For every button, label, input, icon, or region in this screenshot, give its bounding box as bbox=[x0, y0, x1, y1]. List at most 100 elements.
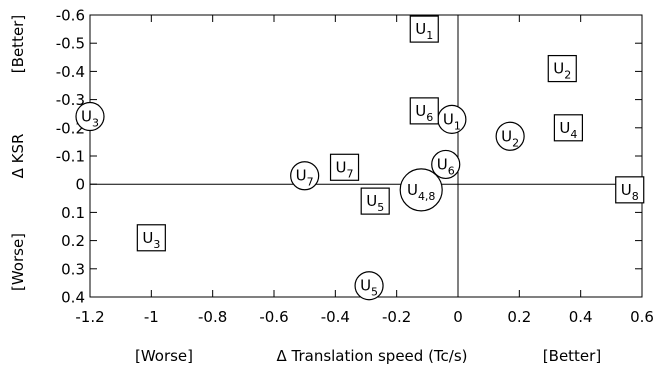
square-shape bbox=[360, 187, 390, 215]
point-label-main: U bbox=[437, 155, 448, 173]
y-tick-label: -0.1 bbox=[56, 148, 85, 166]
point-label-main: U bbox=[415, 102, 426, 120]
y-tick-label: 0.3 bbox=[61, 260, 85, 278]
x-tick-label: -1.2 bbox=[75, 308, 104, 326]
point-label: U6 bbox=[437, 155, 455, 177]
y-tick-label: -0.6 bbox=[56, 7, 85, 25]
point-label-subscript: 4,8 bbox=[418, 190, 436, 203]
square-shape bbox=[553, 114, 584, 142]
point-label: U2 bbox=[553, 60, 571, 82]
square-marker: U8 bbox=[615, 176, 645, 204]
x-axis-label: Δ Translation speed (Tc/s) bbox=[276, 347, 467, 365]
point-label-subscript: 2 bbox=[512, 136, 519, 149]
square-shape bbox=[136, 224, 166, 252]
point-label-main: U bbox=[621, 181, 632, 199]
point-label-subscript: 8 bbox=[632, 190, 639, 203]
x-tick-label: 0 bbox=[453, 308, 463, 326]
x-annotation-left: [Worse] bbox=[135, 347, 193, 365]
x-tick-label: -0.4 bbox=[321, 308, 350, 326]
point-label-main: U bbox=[296, 167, 307, 185]
square-shape bbox=[409, 97, 439, 125]
circle-marker: U1 bbox=[437, 104, 467, 134]
point-label-subscript: 1 bbox=[454, 119, 461, 132]
point-label: U7 bbox=[296, 167, 314, 189]
point-label: U7 bbox=[336, 158, 354, 180]
point-label: U2 bbox=[501, 127, 519, 149]
zero-reference-lines bbox=[90, 15, 642, 297]
x-tick-label: -0.8 bbox=[198, 308, 227, 326]
circle-shape bbox=[75, 101, 105, 132]
x-tick-label: -0.2 bbox=[382, 308, 411, 326]
y-axis-label: Δ KSR bbox=[9, 134, 27, 179]
point-label-subscript: 7 bbox=[347, 167, 354, 180]
y-tick-label: -0.5 bbox=[56, 35, 85, 53]
point-label-main: U bbox=[407, 181, 418, 199]
circle-shape bbox=[495, 121, 525, 151]
point-label-main: U bbox=[415, 20, 426, 38]
point-label-main: U bbox=[142, 229, 153, 247]
square-marker: U7 bbox=[329, 153, 360, 181]
y-tick-label: 0.4 bbox=[61, 289, 85, 307]
point-label-subscript: 7 bbox=[307, 176, 314, 189]
x-tick-label: -1 bbox=[144, 308, 159, 326]
point-label: U4,8 bbox=[407, 181, 435, 203]
point-label-subscript: 6 bbox=[426, 111, 433, 124]
square-marker: U4 bbox=[553, 114, 584, 142]
point-label-subscript: 6 bbox=[448, 164, 455, 177]
y-tick-label: -0.4 bbox=[56, 63, 85, 81]
square-marker: U1 bbox=[409, 15, 439, 43]
point-label-subscript: 5 bbox=[371, 286, 378, 299]
x-annotation-right: [Better] bbox=[543, 347, 601, 365]
point-label-main: U bbox=[559, 119, 570, 137]
point-label-subscript: 1 bbox=[426, 29, 433, 42]
circle-marker: U4,8 bbox=[399, 168, 443, 212]
point-label-main: U bbox=[360, 277, 371, 295]
point-label: U4 bbox=[559, 119, 577, 141]
point-label: U5 bbox=[366, 192, 384, 214]
circle-marker: U3 bbox=[75, 101, 105, 132]
point-label: U1 bbox=[415, 20, 433, 42]
point-label-main: U bbox=[81, 108, 92, 126]
y-tick-label: 0.1 bbox=[61, 204, 85, 222]
point-label-subscript: 2 bbox=[564, 69, 571, 82]
point-label: U3 bbox=[81, 108, 99, 130]
circle-shape bbox=[399, 168, 443, 212]
circle-shape bbox=[431, 149, 461, 180]
point-label-subscript: 4 bbox=[570, 128, 577, 141]
point-label-main: U bbox=[443, 110, 454, 128]
circle-marker: U5 bbox=[354, 271, 384, 301]
square-marker: U2 bbox=[547, 54, 577, 83]
x-tick-label: 0.6 bbox=[630, 308, 654, 326]
y-tick-label: -0.3 bbox=[56, 91, 85, 109]
point-label-main: U bbox=[553, 60, 564, 78]
point-label: U6 bbox=[415, 102, 433, 124]
y-annotation-top: [Better] bbox=[9, 15, 27, 73]
square-marker: U3 bbox=[136, 224, 166, 252]
point-label-main: U bbox=[501, 127, 512, 145]
point-label-subscript: 3 bbox=[92, 117, 99, 130]
y-tick-label: 0.2 bbox=[61, 232, 85, 250]
point-label-subscript: 3 bbox=[153, 238, 160, 251]
square-marker: U6 bbox=[409, 97, 439, 125]
circle-marker: U7 bbox=[290, 161, 320, 191]
point-label: U5 bbox=[360, 277, 378, 299]
square-shape bbox=[547, 54, 577, 83]
point-label: U3 bbox=[142, 229, 160, 251]
square-marker: U5 bbox=[360, 187, 390, 215]
x-tick-label: 0.2 bbox=[507, 308, 531, 326]
point-label-main: U bbox=[336, 158, 347, 176]
point-label-main: U bbox=[366, 192, 377, 210]
square-shape bbox=[329, 153, 360, 181]
point-label-subscript: 5 bbox=[377, 201, 384, 214]
y-annotation-bottom: [Worse] bbox=[9, 233, 27, 291]
circle-marker: U2 bbox=[495, 121, 525, 151]
circle-shape bbox=[290, 161, 320, 191]
square-shape bbox=[615, 176, 645, 204]
x-tick-label: -0.6 bbox=[259, 308, 288, 326]
circle-shape bbox=[354, 271, 384, 301]
point-label: U8 bbox=[621, 181, 639, 203]
point-label: U1 bbox=[443, 110, 461, 132]
square-shape bbox=[409, 15, 439, 43]
